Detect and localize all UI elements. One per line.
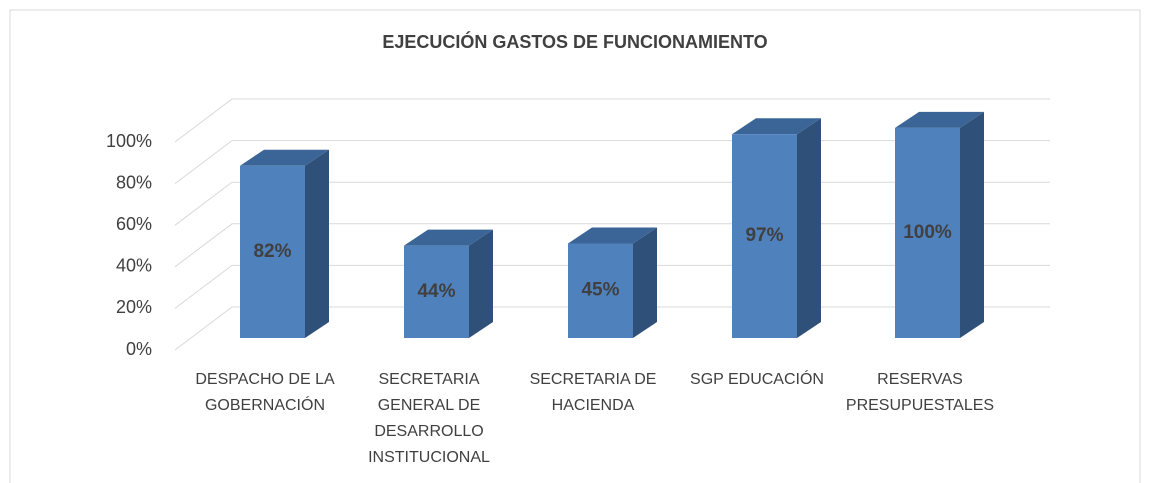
- bar: [732, 118, 821, 338]
- x-tick-label: DESPACHO DE LA GOBERNACIÓN: [195, 371, 335, 414]
- chart-title: EJECUCIÓN GASTOS DE FUNCIONAMIENTO: [382, 32, 768, 52]
- data-label: 45%: [581, 280, 619, 301]
- bar-side: [797, 118, 821, 338]
- bar-front: [404, 245, 469, 338]
- bar-side: [960, 111, 984, 338]
- bar-side: [633, 227, 657, 338]
- y-tick-label: 40%: [116, 256, 152, 276]
- bar: [404, 229, 493, 338]
- bar-front: [732, 134, 797, 338]
- y-tick-label: 80%: [116, 172, 152, 192]
- bar-top: [568, 227, 657, 244]
- bar-front: [240, 165, 305, 338]
- bar-side: [469, 229, 493, 338]
- y-tick-label: 0%: [126, 339, 152, 359]
- bar-side: [305, 149, 329, 338]
- grid-line: [174, 98, 1050, 143]
- bar-top: [732, 118, 821, 135]
- data-label: 100%: [903, 222, 952, 243]
- y-tick-label: 100%: [106, 131, 152, 151]
- bar-top: [895, 111, 984, 128]
- x-tick-label: SECRETARIA DE HACIENDA: [529, 371, 657, 414]
- data-label: 44%: [417, 281, 455, 302]
- bar-front: [895, 127, 960, 338]
- y-tick-label: 20%: [116, 297, 152, 317]
- chart-border: [9, 9, 1141, 483]
- x-tick-label: SGP EDUCACIÓN: [690, 371, 824, 388]
- bar: [568, 227, 657, 338]
- data-label: 97%: [745, 225, 783, 246]
- bar: [895, 111, 984, 338]
- bar-front: [568, 243, 633, 338]
- bar-top: [240, 149, 329, 166]
- bar: [240, 149, 329, 338]
- x-tick-label: RESERVAS PRESUPUESTALES: [845, 371, 995, 414]
- x-tick-label: SECRETARIA GENERAL DE DESARROLLO INSTITU…: [368, 371, 490, 466]
- y-tick-label: 60%: [116, 214, 152, 234]
- data-label: 82%: [253, 241, 291, 262]
- bar-top: [404, 229, 493, 246]
